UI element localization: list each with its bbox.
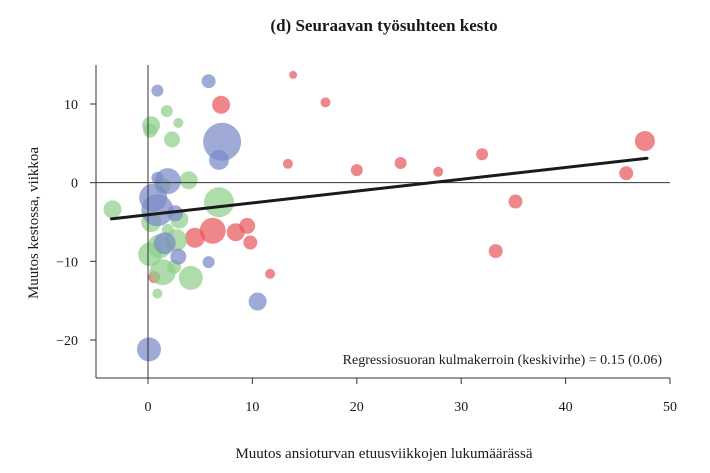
bubble-point — [634, 131, 655, 151]
bubble-point — [167, 205, 184, 222]
bubble-point — [137, 337, 161, 362]
bubble-point — [248, 292, 267, 311]
bubble-point — [199, 217, 226, 244]
bubble-point — [433, 166, 444, 177]
bubble-point — [160, 105, 173, 118]
bubble-point — [476, 148, 489, 161]
bubble-point — [350, 164, 363, 177]
x-axis-label: Muutos ansioturvan etuusviikkojen lukumä… — [235, 446, 532, 462]
bubble-point — [203, 122, 242, 161]
x-tick-label: 20 — [350, 400, 364, 415]
bubble-point — [202, 256, 215, 269]
y-tick-label: −20 — [56, 334, 78, 349]
bubble-point — [178, 265, 203, 290]
x-tick-label: 10 — [245, 400, 259, 415]
bubble-point — [170, 248, 187, 265]
regression-line — [109, 156, 649, 221]
x-tick-label: 50 — [663, 400, 677, 415]
bubble-point — [282, 158, 293, 169]
bubble-point — [164, 131, 180, 148]
bubble-point — [141, 194, 174, 227]
bubble-point — [153, 232, 176, 255]
bubble-point — [212, 95, 231, 114]
bubble-point — [185, 227, 205, 248]
bubble-point — [320, 97, 331, 108]
bubble-point — [143, 123, 158, 138]
x-tick-label: 0 — [145, 400, 152, 415]
bubble-point — [201, 74, 216, 89]
y-tick-label: 10 — [64, 98, 78, 113]
bubble-point — [103, 200, 122, 219]
bubble-point — [619, 166, 634, 181]
bubble-point — [151, 84, 164, 97]
chart-title: (d) Seuraavan työsuhteen kesto — [270, 16, 497, 35]
bubble-point — [243, 235, 258, 250]
bubble-point — [152, 288, 163, 299]
bubble-point — [289, 70, 298, 79]
bubble-point — [173, 117, 184, 128]
y-axis-label: Muutos kestossa, viikkoa — [26, 147, 42, 299]
bubble-point — [204, 187, 234, 218]
x-tick-label: 30 — [454, 400, 468, 415]
y-tick-label: −10 — [56, 255, 78, 270]
x-tick-label: 40 — [559, 400, 573, 415]
bubble-point — [508, 194, 523, 209]
slope-annotation: Regressiosuoran kulmakerroin (keskivirhe… — [343, 353, 663, 368]
bubble-point — [226, 223, 245, 242]
bubble-point — [179, 171, 198, 190]
bubble-point — [488, 244, 503, 259]
bubble-point — [394, 157, 407, 169]
bubble-point — [265, 268, 276, 279]
bubble-point — [209, 149, 229, 170]
y-tick-label: 0 — [71, 177, 78, 192]
